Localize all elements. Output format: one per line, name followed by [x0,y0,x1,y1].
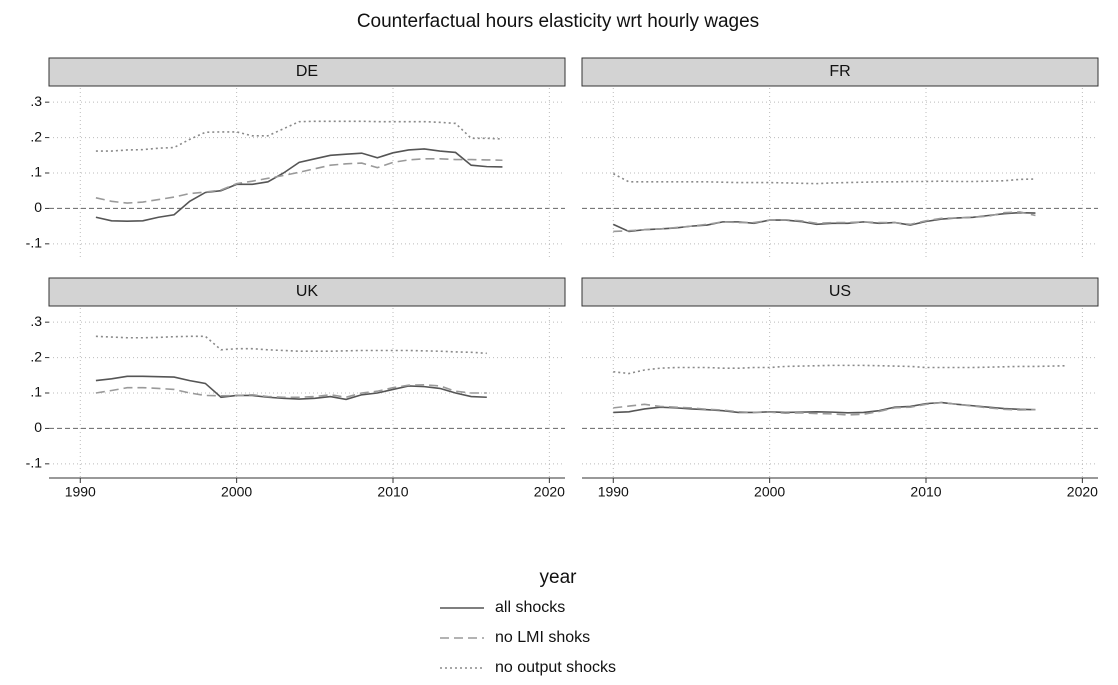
panel-strip [581,277,1099,307]
panel-strip [581,57,1099,87]
panel-title: UK [296,283,319,300]
x-tick-label: 2010 [377,484,408,500]
y-tick-label: .3 [30,93,42,109]
x-tick-label: 2000 [754,484,785,500]
series-line [613,211,1036,233]
x-tick-label: 2020 [534,484,565,500]
y-tick-label: .2 [30,128,42,144]
series-line [612,211,1036,233]
y-tick-label: .3 [30,313,42,329]
series-line [95,384,487,399]
y-tick-label: 0 [34,199,42,215]
y-tick-label: -.1 [26,235,43,251]
panel-strip [48,277,566,307]
legend-label: all shocks [495,599,565,616]
series-line [613,401,1036,416]
x-tick-label: 1990 [65,484,96,500]
chart-title: Counterfactual hours elasticity wrt hour… [357,11,759,32]
y-tick-label: -.1 [26,455,43,471]
legend-label: no output shocks [495,659,616,676]
series-line [95,148,503,222]
x-tick-label: 2020 [1067,484,1098,500]
y-tick-label: .1 [30,384,42,400]
panel-title: DE [296,63,318,80]
series-line [612,173,1036,185]
legend-label: no LMI shoks [495,629,590,646]
panel-strip [48,57,566,87]
panel-title: US [829,283,851,300]
x-tick-label: 2010 [910,484,941,500]
x-axis-label: year [540,567,578,588]
series-line [95,120,503,152]
y-tick-label: 0 [34,419,42,435]
series-line [613,364,1067,375]
series-line [95,335,487,355]
x-tick-label: 2000 [221,484,252,500]
y-tick-label: .1 [30,164,42,180]
series-line [95,375,487,401]
series-line [95,158,503,204]
x-tick-label: 1990 [598,484,629,500]
panel-title: FR [829,63,850,80]
y-tick-label: .2 [30,348,42,364]
